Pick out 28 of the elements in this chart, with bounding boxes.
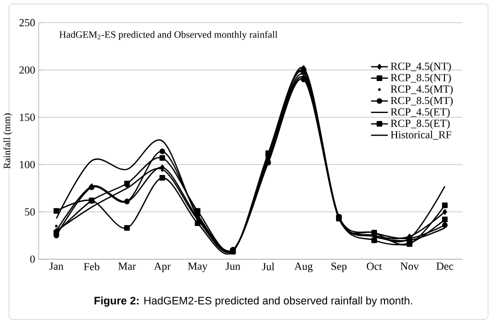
- legend-label: RCP_4.5(ET): [390, 108, 450, 118]
- legend-label: RCP_8.5(ET): [390, 119, 450, 129]
- y-tick-label: 50: [25, 208, 35, 216]
- y-tick-label: 150: [20, 114, 35, 121]
- legend-label: RCP_8.5(NT): [390, 74, 451, 84]
- y-tick-label: 0: [30, 255, 35, 263]
- legend-label: RCP_4.5(MT): [390, 84, 453, 95]
- x-tick-label: Dec: [436, 262, 454, 270]
- legend-label: RCP_4.5(NT): [390, 62, 451, 72]
- text: HadGEM$_{2}$-ES predicted and Observed monthly rainfall: [59, 30, 278, 40]
- x-tick-label: Feb: [84, 262, 100, 270]
- y-tick-label: 100: [20, 160, 35, 168]
- x-tick-label: Nov: [400, 262, 419, 270]
- x-tick-label: Aug: [294, 262, 313, 272]
- y-tick-label: 250: [19, 18, 35, 26]
- x-tick-label: Apr: [154, 262, 171, 272]
- y-axis-title: Rainfall (mm): [3, 113, 12, 168]
- x-tick-label: Jan: [49, 262, 64, 270]
- x-tick-label: Mar: [118, 262, 136, 270]
- x-tick-label: Jul: [262, 262, 274, 270]
- x-tick-label: May: [188, 262, 208, 272]
- y-tick-label: 200: [19, 66, 35, 74]
- x-tick-label: Sep: [332, 262, 347, 272]
- legend-label: RCP_8.5(MT): [390, 96, 453, 106]
- x-tick-label: Oct: [366, 262, 382, 270]
- text: Figure 2: HadGEM2-ES predicted and observed rainfall by month.: [94, 296, 412, 307]
- legend-label: Historical_RF: [390, 130, 452, 140]
- x-tick-label: Jun: [226, 262, 240, 270]
